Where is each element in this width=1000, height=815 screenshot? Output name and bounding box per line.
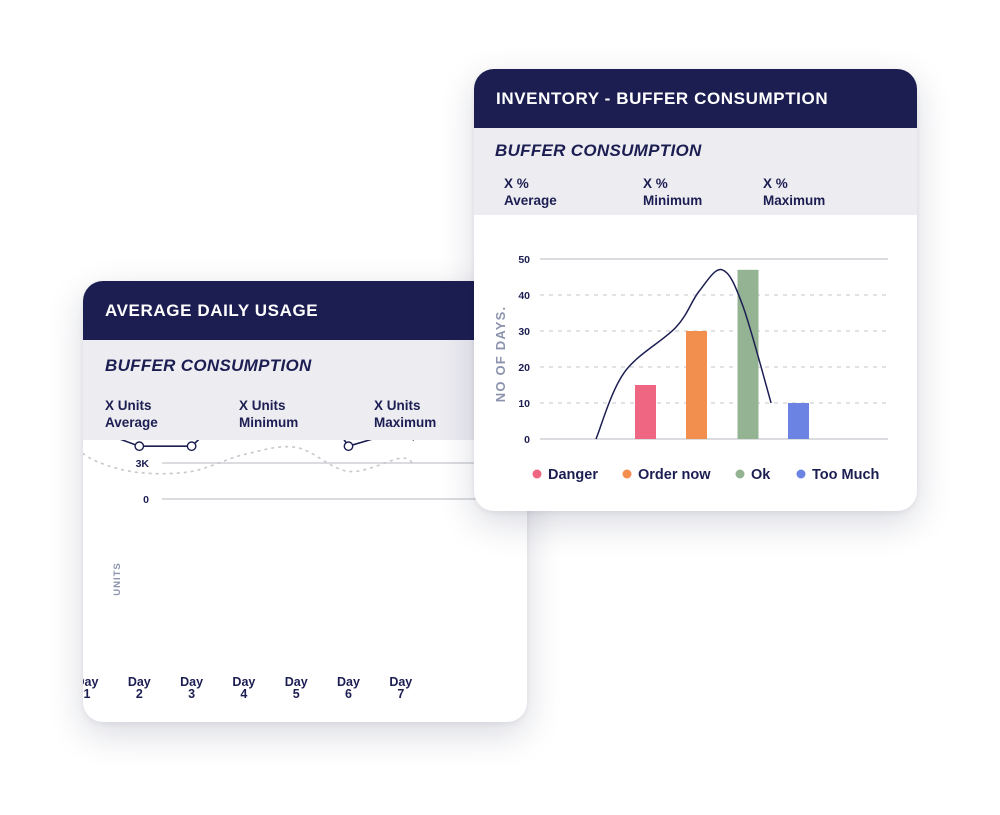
legend-marker <box>532 469 542 479</box>
usage-maximum-label: Maximum <box>374 415 437 430</box>
usage-y-axis-label: UNITS <box>112 562 123 596</box>
buffer-y-tick-label: 0 <box>524 434 530 446</box>
buffer-minimum-value: X % <box>643 176 668 191</box>
buffer-average-label: Average <box>504 193 557 208</box>
buffer-bar-chart: 0 10 20 30 40 50 NO OF DAYS. Danger Order now Ok T… <box>493 254 888 483</box>
usage-data-point <box>343 441 354 452</box>
usage-x-tick-label: Day 3 <box>180 675 203 701</box>
usage-card-title: AVERAGE DAILY USAGE <box>105 300 319 320</box>
inventory-buffer-card: INVENTORY - BUFFER CONSUMPTION BUFFER CO… <box>474 69 917 511</box>
buffer-card-header: INVENTORY - BUFFER CONSUMPTION <box>474 69 917 128</box>
usage-average-metric: X Units Average <box>105 397 158 431</box>
buffer-bar-order-now <box>686 331 707 439</box>
usage-line-chart: 03K6K9K12K15KUNITSDay1Day2Day3Day4Day5Da… <box>83 440 501 701</box>
usage-x-tick-label: Day 5 <box>285 675 308 701</box>
usage-card-header: AVERAGE DAILY USAGE <box>83 281 527 340</box>
buffer-y-tick-label: 10 <box>518 398 530 410</box>
buffer-y-tick-label: 50 <box>518 254 530 266</box>
legend-label: Order now <box>638 467 711 483</box>
usage-maximum-value: X Units <box>374 398 421 413</box>
buffer-minimum-label: Minimum <box>643 193 703 208</box>
average-daily-usage-card: AVERAGE DAILY USAGE BUFFER CONSUMPTION X… <box>83 281 527 722</box>
legend-label: Ok <box>751 467 771 483</box>
buffer-bar-ok <box>737 269 759 439</box>
usage-minimum-value: X Units <box>239 398 286 413</box>
usage-series-line <box>120 440 415 448</box>
usage-minimum-label: Minimum <box>239 415 299 430</box>
legend-marker <box>622 469 632 479</box>
buffer-y-tick-label: 30 <box>518 326 530 338</box>
usage-minimum-metric: X Units Minimum <box>239 397 298 431</box>
usage-card-summary: BUFFER CONSUMPTION X Units Average X Uni… <box>83 340 527 440</box>
usage-x-tick-label: Day 4 <box>232 675 255 701</box>
buffer-y-axis-label: NO OF DAYS. <box>493 306 508 403</box>
usage-maximum-metric: X Units Maximum <box>374 397 436 431</box>
buffer-card-subtitle: BUFFER CONSUMPTION <box>495 141 702 160</box>
buffer-bar-danger <box>635 385 656 439</box>
buffer-bar-too-much <box>788 403 809 439</box>
usage-card-subtitle: BUFFER CONSUMPTION <box>105 356 312 375</box>
buffer-y-tick-label: 40 <box>518 290 530 302</box>
usage-data-point <box>186 441 197 452</box>
buffer-distribution-curve <box>595 268 772 440</box>
usage-average-label: Average <box>105 415 158 430</box>
legend-label: Danger <box>548 467 598 483</box>
usage-y-tick-label: 0 <box>143 494 149 506</box>
buffer-maximum-metric: X % Maximum <box>763 175 825 209</box>
buffer-card-title: INVENTORY - BUFFER CONSUMPTION <box>496 88 829 108</box>
buffer-maximum-label: Maximum <box>763 193 826 208</box>
usage-x-tick-label: Day 6 <box>337 675 360 701</box>
usage-average-value: X Units <box>105 398 152 413</box>
buffer-y-tick-label: 20 <box>518 362 530 374</box>
buffer-minimum-metric: X % Minimum <box>643 175 702 209</box>
usage-x-tick-label: Day 2 <box>128 675 151 701</box>
usage-x-tick-label: Day 7 <box>389 675 412 701</box>
usage-data-point <box>134 441 145 452</box>
legend-marker <box>796 469 806 479</box>
buffer-average-metric: X % Average <box>504 175 557 209</box>
usage-lower-range-line <box>83 445 415 475</box>
usage-x-tick-label: Day1 <box>83 675 99 701</box>
legend-marker <box>735 469 745 479</box>
buffer-average-value: X % <box>504 176 529 191</box>
legend-label: Too Much <box>812 467 879 483</box>
usage-y-tick-label: 3K <box>136 458 150 470</box>
buffer-maximum-value: X % <box>763 176 788 191</box>
buffer-card-summary: BUFFER CONSUMPTION X % Average X % Minim… <box>474 128 917 215</box>
